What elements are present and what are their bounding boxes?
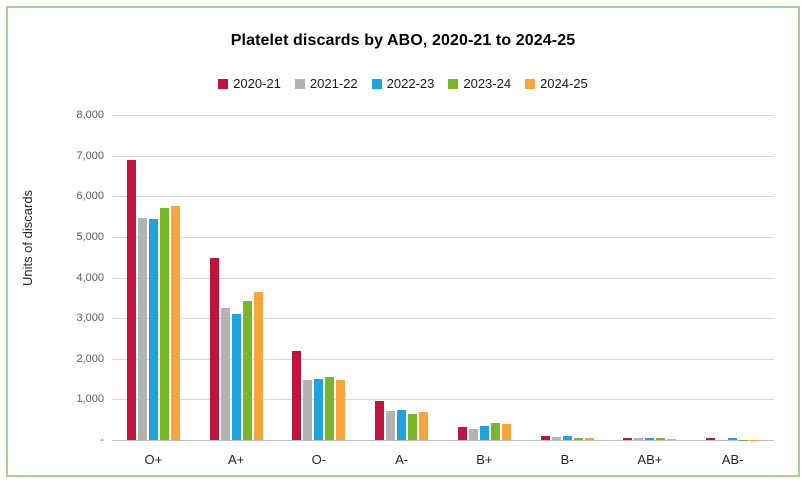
y-tick-label: 3,000 [76,312,104,325]
x-axis-line [112,440,774,441]
bar-2022-23-B- [562,435,572,440]
bar-2020-21-A+ [209,258,219,440]
bar-2024-25-A- [419,411,429,440]
bar-2022-23-O- [314,379,324,440]
bar-2020-21-AB+ [623,437,633,440]
gridline-8000 [112,115,774,116]
legend-swatch-icon [448,78,459,89]
legend-swatch-icon [371,78,382,89]
bar-2020-21-O+ [126,159,136,440]
legend-swatch-icon [218,78,229,89]
x-category-label-A+: A+ [227,452,245,467]
y-tick-label: 1,000 [76,393,104,406]
legend-item-2021-22: 2021-22 [294,76,358,91]
bar-2023-24-B- [573,438,583,440]
bar-2021-22-O- [303,380,313,440]
bar-2021-22-A- [386,411,396,440]
x-category-label-AB+: AB+ [637,452,663,467]
bar-2020-21-B- [540,436,550,440]
gridline-3000 [112,318,774,320]
x-category-label-B-: B- [560,452,574,467]
bar-2022-23-AB- [728,438,738,440]
legend-swatch-icon [525,78,536,89]
bar-2024-25-O- [336,380,346,440]
y-tick-label: - [100,434,104,446]
bar-2023-24-O+ [159,208,169,440]
legend-label: 2023-24 [463,76,512,91]
bar-2024-25-A+ [253,291,263,440]
bar-2020-21-AB- [706,438,716,440]
legend-label: 2021-22 [309,76,358,91]
bar-2023-24-A- [408,414,418,440]
legend-label: 2020-21 [233,76,281,91]
bar-2024-25-O+ [170,206,180,440]
bar-2022-23-AB+ [645,437,655,440]
x-category-label-B+: B+ [476,452,493,467]
bar-2022-23-A- [397,410,407,440]
legend-item-2020-21: 2020-21 [218,76,281,91]
y-tick-label: 7,000 [76,149,104,162]
legend-item-2022-23: 2022-23 [371,76,435,91]
x-category-label-O+: O+ [144,452,163,467]
gridline-2000 [112,358,774,360]
bar-2024-25-B- [584,437,594,440]
bar-2020-21-A- [375,401,385,440]
legend: 2020-21 2021-22 2022-23 2023-24 2024-25 [8,76,798,91]
bar-2023-24-AB+ [656,437,666,440]
y-tick-label: 4,000 [76,271,104,284]
legend-label: 2022-23 [386,76,435,91]
gridline-1000 [112,399,774,401]
bar-2022-23-O+ [148,219,158,440]
bar-2023-24-A+ [242,301,252,440]
bar-2024-25-B+ [501,424,511,440]
legend-item-2023-24: 2023-24 [448,76,511,91]
gridline-7000 [112,155,774,157]
bar-2021-22-B- [551,436,561,440]
gridline-6000 [112,196,774,198]
gridline-5000 [112,236,774,238]
x-category-label-AB-: AB- [721,452,744,467]
bar-2021-22-AB+ [634,438,644,440]
bar-2023-24-O- [325,377,335,440]
y-tick-label: 6,000 [76,190,104,203]
bar-2021-22-A+ [220,308,230,440]
bar-2020-21-B+ [457,426,467,440]
bar-2022-23-B+ [479,426,489,440]
x-category-label-O-: O- [311,452,327,467]
gridline-4000 [112,277,774,279]
bar-2021-22-O+ [137,217,147,440]
y-tick-label: 2,000 [76,352,104,365]
legend-label: 2024-25 [540,76,588,91]
bar-2022-23-A+ [231,314,241,440]
y-axis-title: Units of discards [20,189,35,287]
chart-frame: Platelet discards by ABO, 2020-21 to 202… [6,6,800,477]
plot-area [112,115,774,441]
bar-2021-22-B+ [468,429,478,440]
y-tick-label: 5,000 [76,230,104,243]
bar-2023-24-B+ [490,422,500,440]
bar-2024-25-AB+ [667,438,677,440]
y-tick-label: 8,000 [76,109,104,121]
legend-swatch-icon [294,78,305,89]
legend-item-2024-25: 2024-25 [525,76,588,91]
bar-2020-21-O- [292,350,302,440]
chart-title: Platelet discards by ABO, 2020-21 to 202… [230,32,576,49]
x-category-label-A-: A- [395,452,409,467]
